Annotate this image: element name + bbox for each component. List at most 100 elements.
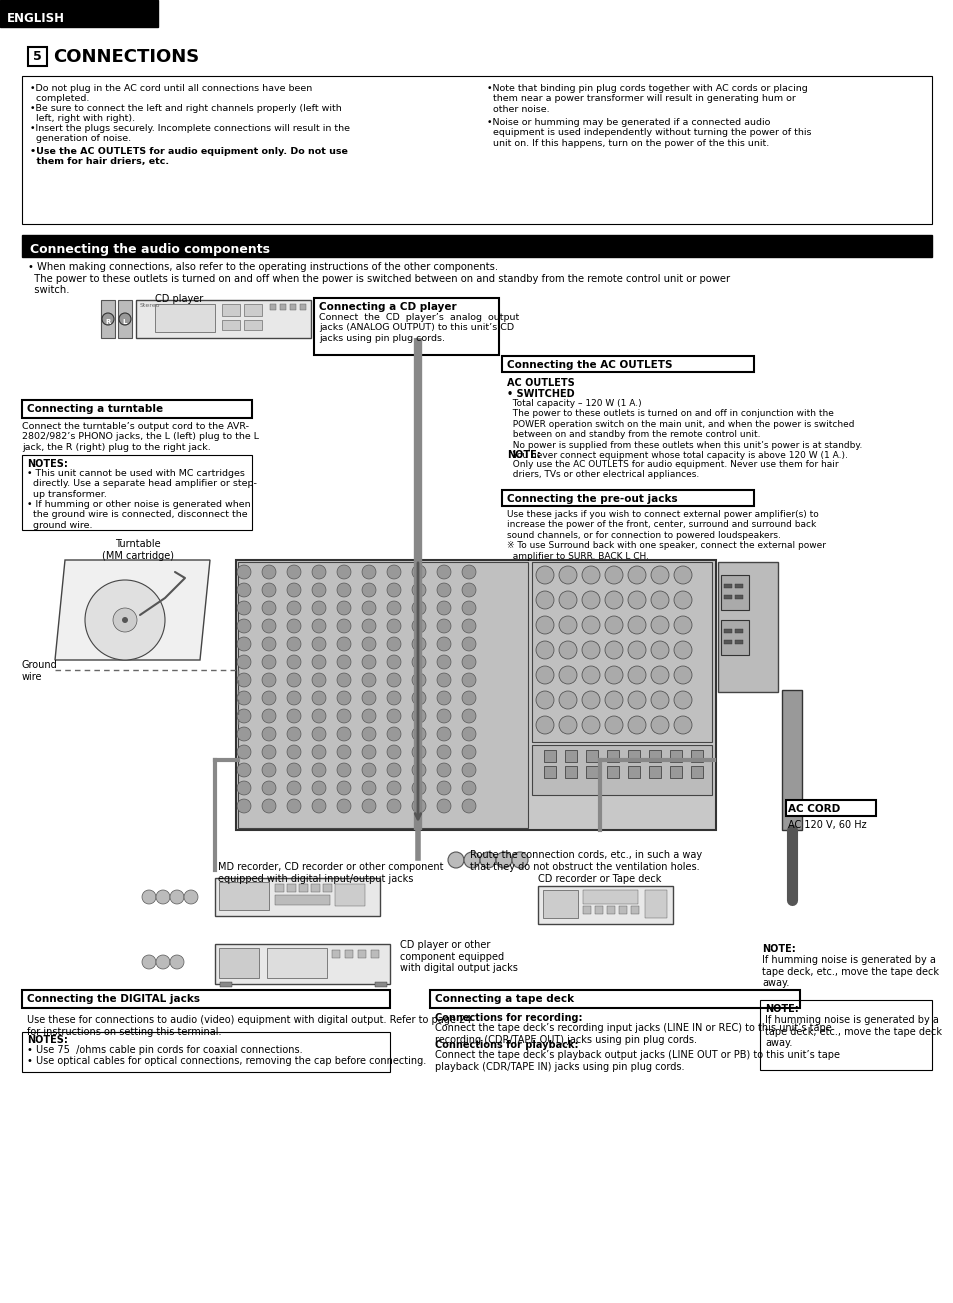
Bar: [606, 751, 618, 762]
Bar: [606, 766, 618, 778]
Bar: [760, 939, 931, 956]
Text: Connecting the audio components: Connecting the audio components: [30, 244, 270, 257]
Circle shape: [461, 691, 476, 705]
Bar: [723, 584, 731, 588]
Circle shape: [336, 655, 351, 668]
Bar: [314, 298, 498, 354]
Text: • If humming or other noise is generated when
  the ground wire is connected, di: • If humming or other noise is generated…: [27, 500, 251, 530]
Circle shape: [336, 637, 351, 652]
Circle shape: [236, 674, 251, 687]
Text: Connect  the  CD  player’s  analog  output
jacks (ANALOG OUTPUT) to this unit’s : Connect the CD player’s analog output ja…: [318, 313, 518, 343]
Circle shape: [387, 764, 400, 777]
Circle shape: [312, 582, 326, 597]
Bar: [222, 304, 240, 317]
Circle shape: [673, 566, 691, 584]
Circle shape: [287, 619, 301, 633]
Text: Connections for playback:: Connections for playback:: [435, 1040, 578, 1050]
Bar: [734, 640, 742, 644]
Circle shape: [361, 566, 375, 579]
Circle shape: [236, 764, 251, 777]
Circle shape: [312, 745, 326, 760]
Circle shape: [236, 799, 251, 813]
Bar: [582, 890, 638, 904]
Circle shape: [536, 616, 554, 635]
Text: If humming noise is generated by a
tape deck, etc., move the tape deck
away.: If humming noise is generated by a tape …: [761, 955, 938, 988]
Circle shape: [236, 691, 251, 705]
Circle shape: [236, 566, 251, 579]
Bar: [274, 895, 330, 906]
Bar: [543, 751, 556, 762]
Circle shape: [236, 745, 251, 760]
Circle shape: [236, 601, 251, 615]
Circle shape: [262, 764, 275, 777]
Bar: [237, 562, 527, 827]
Bar: [734, 629, 742, 633]
Circle shape: [361, 674, 375, 687]
Circle shape: [312, 619, 326, 633]
Text: Connecting a turntable: Connecting a turntable: [27, 404, 163, 414]
Bar: [267, 949, 327, 979]
Circle shape: [122, 618, 128, 623]
Text: • When making connections, also refer to the operating instructions of the other: • When making connections, also refer to…: [28, 262, 729, 296]
Text: AC 120 V, 60 Hz: AC 120 V, 60 Hz: [787, 820, 865, 830]
Bar: [669, 766, 681, 778]
Circle shape: [412, 745, 426, 760]
Circle shape: [412, 601, 426, 615]
Bar: [723, 640, 731, 644]
Circle shape: [673, 641, 691, 659]
Bar: [280, 304, 286, 310]
Text: CD player: CD player: [154, 294, 203, 304]
Text: NOTE:: NOTE:: [761, 943, 795, 954]
Text: Ground
wire: Ground wire: [22, 661, 58, 681]
Circle shape: [581, 666, 599, 684]
Text: Total capacity – 120 W (1 A.)
  The power to these outlets is turned on and off : Total capacity – 120 W (1 A.) The power …: [506, 399, 862, 460]
Text: AC OUTLETS: AC OUTLETS: [506, 378, 574, 388]
Circle shape: [461, 674, 476, 687]
Circle shape: [463, 852, 479, 868]
Circle shape: [312, 566, 326, 579]
Circle shape: [387, 691, 400, 705]
Text: Use these jacks if you wish to connect external power amplifier(s) to
increase t: Use these jacks if you wish to connect e…: [506, 509, 825, 560]
Circle shape: [312, 709, 326, 723]
Circle shape: [336, 709, 351, 723]
Circle shape: [287, 674, 301, 687]
Circle shape: [536, 666, 554, 684]
Text: • SWITCHED: • SWITCHED: [506, 390, 574, 399]
Circle shape: [287, 764, 301, 777]
Bar: [101, 300, 115, 337]
Circle shape: [412, 799, 426, 813]
Circle shape: [604, 566, 622, 584]
Bar: [669, 751, 681, 762]
Circle shape: [536, 717, 554, 734]
Circle shape: [558, 566, 577, 584]
Text: Connecting the AC OUTLETS: Connecting the AC OUTLETS: [506, 360, 672, 370]
Text: CONNECTIONS: CONNECTIONS: [53, 48, 199, 66]
Circle shape: [156, 955, 170, 969]
Bar: [781, 691, 801, 830]
Circle shape: [461, 780, 476, 795]
Circle shape: [650, 592, 668, 609]
Circle shape: [673, 666, 691, 684]
Bar: [532, 562, 711, 741]
Circle shape: [262, 582, 275, 597]
Circle shape: [312, 727, 326, 741]
Circle shape: [287, 655, 301, 668]
Circle shape: [650, 691, 668, 709]
Bar: [22, 76, 931, 224]
Bar: [323, 883, 332, 893]
Circle shape: [336, 780, 351, 795]
Circle shape: [170, 890, 184, 904]
Circle shape: [336, 601, 351, 615]
Circle shape: [461, 637, 476, 652]
Text: CD recorder or Tape deck: CD recorder or Tape deck: [537, 874, 660, 883]
Bar: [28, 47, 47, 66]
Circle shape: [673, 616, 691, 635]
Circle shape: [581, 566, 599, 584]
Text: Connecting a CD player: Connecting a CD player: [318, 302, 456, 311]
Circle shape: [387, 674, 400, 687]
Circle shape: [448, 852, 463, 868]
Bar: [244, 304, 262, 317]
Circle shape: [262, 637, 275, 652]
Text: • Use optical cables for optical connections, removing the cap before connecting: • Use optical cables for optical connect…: [27, 1055, 426, 1066]
Circle shape: [627, 641, 645, 659]
